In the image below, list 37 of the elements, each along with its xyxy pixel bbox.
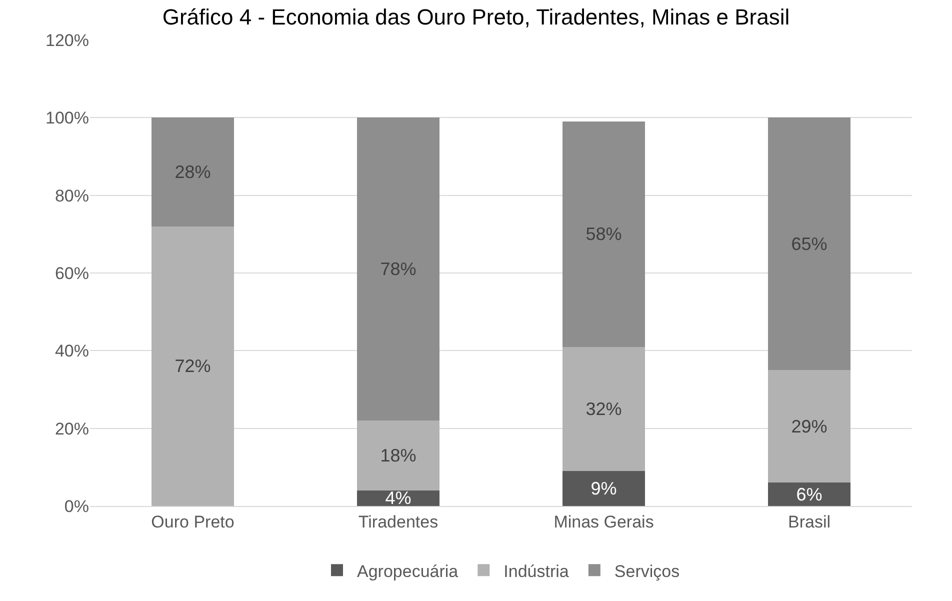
data-label: 28%: [174, 162, 211, 182]
y-tick-label: 120%: [46, 30, 89, 50]
data-label: 72%: [174, 356, 211, 376]
data-label: 78%: [380, 259, 416, 280]
data-label: 29%: [791, 416, 828, 436]
bar: [768, 118, 850, 370]
x-tick-label: Ouro Preto: [151, 512, 234, 532]
chart-title: Gráfico 4 - Economia das Ouro Preto, Tiradentes, Minas e Brasil: [162, 4, 790, 30]
data-label: 65%: [791, 234, 828, 254]
y-tick-label: 100%: [46, 108, 89, 128]
data-label: 9%: [590, 478, 617, 499]
legend-label: Serviços: [614, 562, 680, 581]
y-tick-label: 60%: [54, 264, 89, 283]
y-tick-label: 0%: [64, 496, 89, 516]
x-tick-label: Minas Gerais: [554, 512, 654, 532]
bar: [152, 226, 234, 506]
y-tick-label: 80%: [54, 186, 89, 206]
bar: [357, 490, 440, 506]
x-tick-label: Tiradentes: [358, 512, 438, 532]
bar: [357, 420, 440, 490]
data-label: 18%: [380, 446, 416, 466]
y-tick-label: 40%: [54, 342, 89, 361]
data-label: 32%: [586, 398, 622, 419]
legend-label: Agropecuária: [357, 562, 459, 581]
bar: [562, 346, 645, 472]
x-tick-label: Brasil: [788, 512, 831, 532]
bar: [768, 482, 850, 506]
data-label: 6%: [796, 484, 822, 504]
data-label: 4%: [385, 488, 412, 508]
bar: [357, 118, 440, 421]
bar: [562, 122, 645, 347]
y-tick-label: 20%: [54, 419, 89, 438]
bar: [768, 370, 850, 483]
bar: [562, 471, 645, 506]
bar: [152, 118, 234, 226]
legend-label: Indústria: [504, 562, 570, 581]
data-label: 58%: [586, 224, 622, 244]
